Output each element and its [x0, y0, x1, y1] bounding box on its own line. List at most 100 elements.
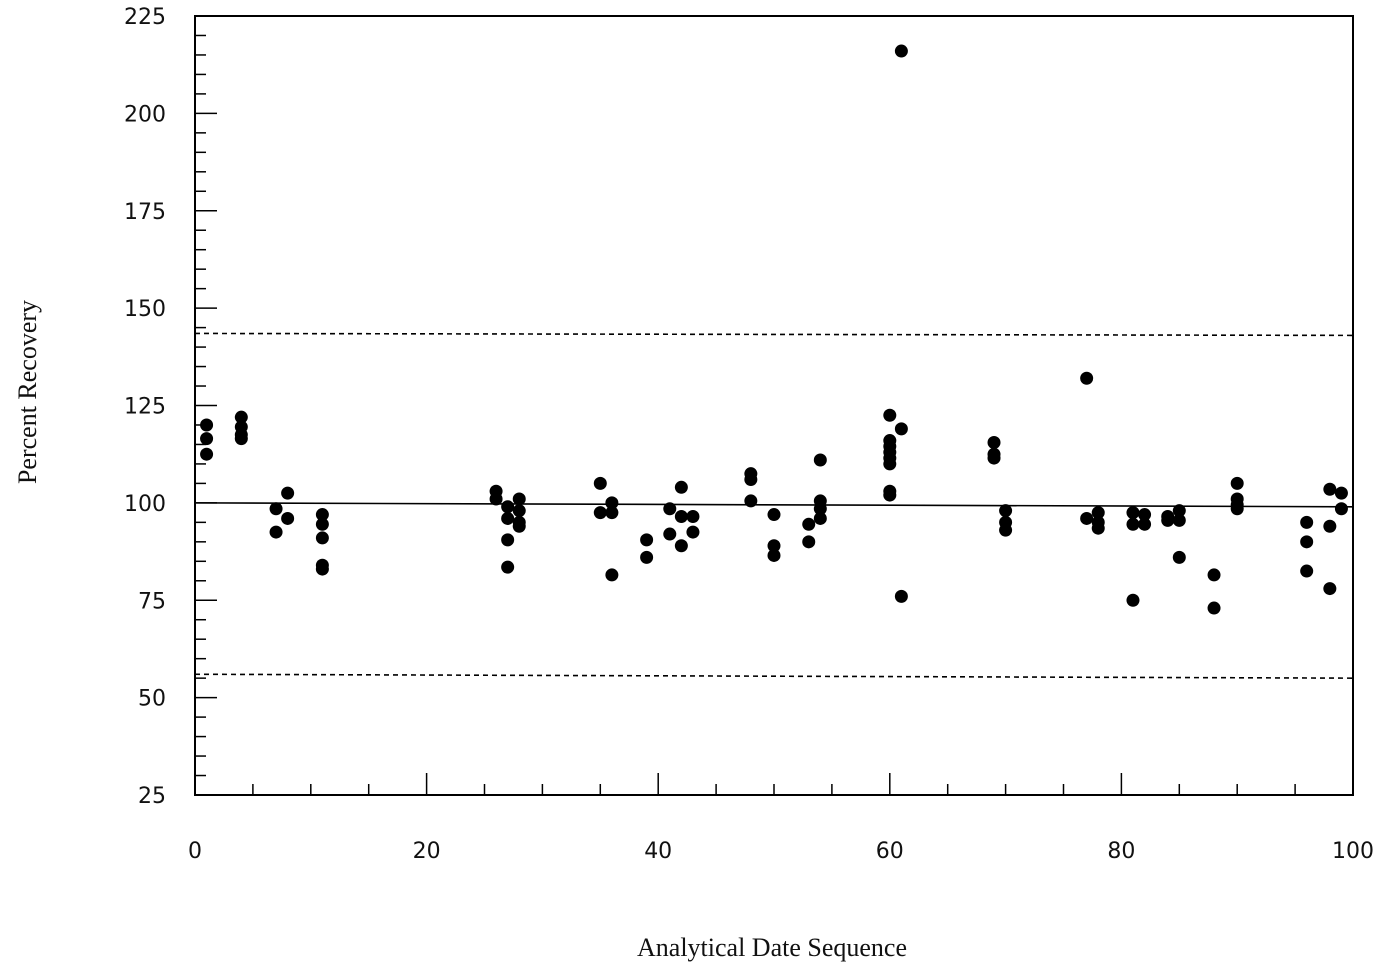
data-point — [883, 408, 897, 422]
data-point — [1334, 486, 1348, 500]
data-point — [605, 568, 619, 582]
data-point — [883, 457, 897, 471]
x-tick-label: 0 — [188, 839, 202, 864]
data-point — [767, 539, 781, 553]
data-point — [1207, 601, 1221, 615]
data-point — [1334, 502, 1348, 516]
data-point — [686, 510, 700, 524]
data-point — [640, 550, 654, 564]
y-tick-label: 75 — [138, 589, 166, 614]
data-point — [767, 508, 781, 522]
data-point — [802, 517, 816, 531]
x-tick-label: 40 — [644, 839, 672, 864]
data-point — [1126, 517, 1140, 531]
data-point — [640, 533, 654, 547]
data-point — [1172, 504, 1186, 518]
data-point — [200, 418, 214, 432]
data-point — [234, 410, 248, 424]
data-point — [894, 44, 908, 58]
data-point — [894, 422, 908, 436]
x-axis-label: Analytical Date Sequence — [637, 933, 907, 962]
data-point — [605, 496, 619, 510]
y-tick-label: 25 — [138, 784, 166, 809]
data-point — [1080, 511, 1094, 525]
data-point — [674, 510, 688, 524]
data-point — [281, 511, 295, 525]
data-point — [1161, 513, 1175, 527]
data-point — [234, 432, 248, 446]
data-point — [1323, 519, 1337, 533]
data-point — [674, 539, 688, 553]
reference-lines — [194, 332, 1354, 679]
data-point — [315, 508, 329, 522]
data-point — [1300, 515, 1314, 529]
data-point — [1230, 476, 1244, 490]
data-point — [1126, 593, 1140, 607]
x-tick-label: 20 — [413, 839, 441, 864]
data-point — [315, 531, 329, 545]
data-point — [744, 473, 758, 487]
y-axis-label: Percent Recovery — [13, 300, 42, 484]
x-tick-label: 80 — [1107, 839, 1135, 864]
data-point — [501, 533, 515, 547]
y-tick-label: 50 — [138, 687, 166, 712]
data-point — [813, 502, 827, 516]
data-point — [686, 525, 700, 539]
x-tick-label: 100 — [1332, 839, 1374, 864]
data-point — [605, 506, 619, 520]
data-point — [802, 535, 816, 549]
data-point — [269, 502, 283, 516]
control-limit-line — [194, 673, 1354, 679]
control-limit-line — [194, 332, 1354, 337]
data-point — [987, 436, 1001, 450]
data-point — [1230, 502, 1244, 516]
data-point — [1172, 550, 1186, 564]
data-point — [200, 447, 214, 461]
data-point — [281, 486, 295, 500]
data-point — [593, 476, 607, 490]
data-point — [999, 523, 1013, 537]
data-point — [489, 492, 503, 506]
mean-line — [194, 502, 1354, 508]
data-point — [663, 502, 677, 516]
data-point — [1323, 482, 1337, 496]
data-point — [999, 504, 1013, 518]
data-point — [200, 432, 214, 446]
data-point — [269, 525, 283, 539]
y-tick-label: 175 — [124, 200, 166, 225]
data-point — [1126, 506, 1140, 520]
data-point — [663, 527, 677, 541]
data-point — [1300, 564, 1314, 578]
data-point — [1207, 568, 1221, 582]
y-axis: 25 50 75 100 125 150 175 200 225 — [124, 5, 217, 809]
data-point — [767, 548, 781, 562]
data-point — [813, 453, 827, 467]
data-point — [1138, 517, 1152, 531]
data-point — [1091, 506, 1105, 520]
data-point — [512, 492, 526, 506]
data-point — [593, 506, 607, 520]
data-point — [1138, 508, 1152, 522]
y-tick-label: 200 — [124, 102, 166, 127]
data-point — [512, 519, 526, 533]
data-point — [501, 500, 515, 514]
y-tick-label: 225 — [124, 5, 166, 30]
data-point — [315, 517, 329, 531]
x-axis: 0 20 40 60 80 100 — [188, 773, 1374, 864]
y-tick-label: 150 — [124, 297, 166, 322]
data-point — [813, 511, 827, 525]
data-point — [1323, 582, 1337, 596]
data-point — [987, 451, 1001, 465]
y-tick-label: 100 — [124, 492, 166, 517]
data-point — [894, 589, 908, 603]
data-point — [674, 480, 688, 494]
data-point — [1091, 521, 1105, 535]
data-point — [501, 511, 515, 525]
data-point — [1080, 371, 1094, 385]
data-point — [315, 562, 329, 576]
data-point — [501, 560, 515, 574]
x-tick-label: 60 — [876, 839, 904, 864]
y-tick-label: 125 — [124, 395, 166, 420]
data-point — [1172, 513, 1186, 527]
